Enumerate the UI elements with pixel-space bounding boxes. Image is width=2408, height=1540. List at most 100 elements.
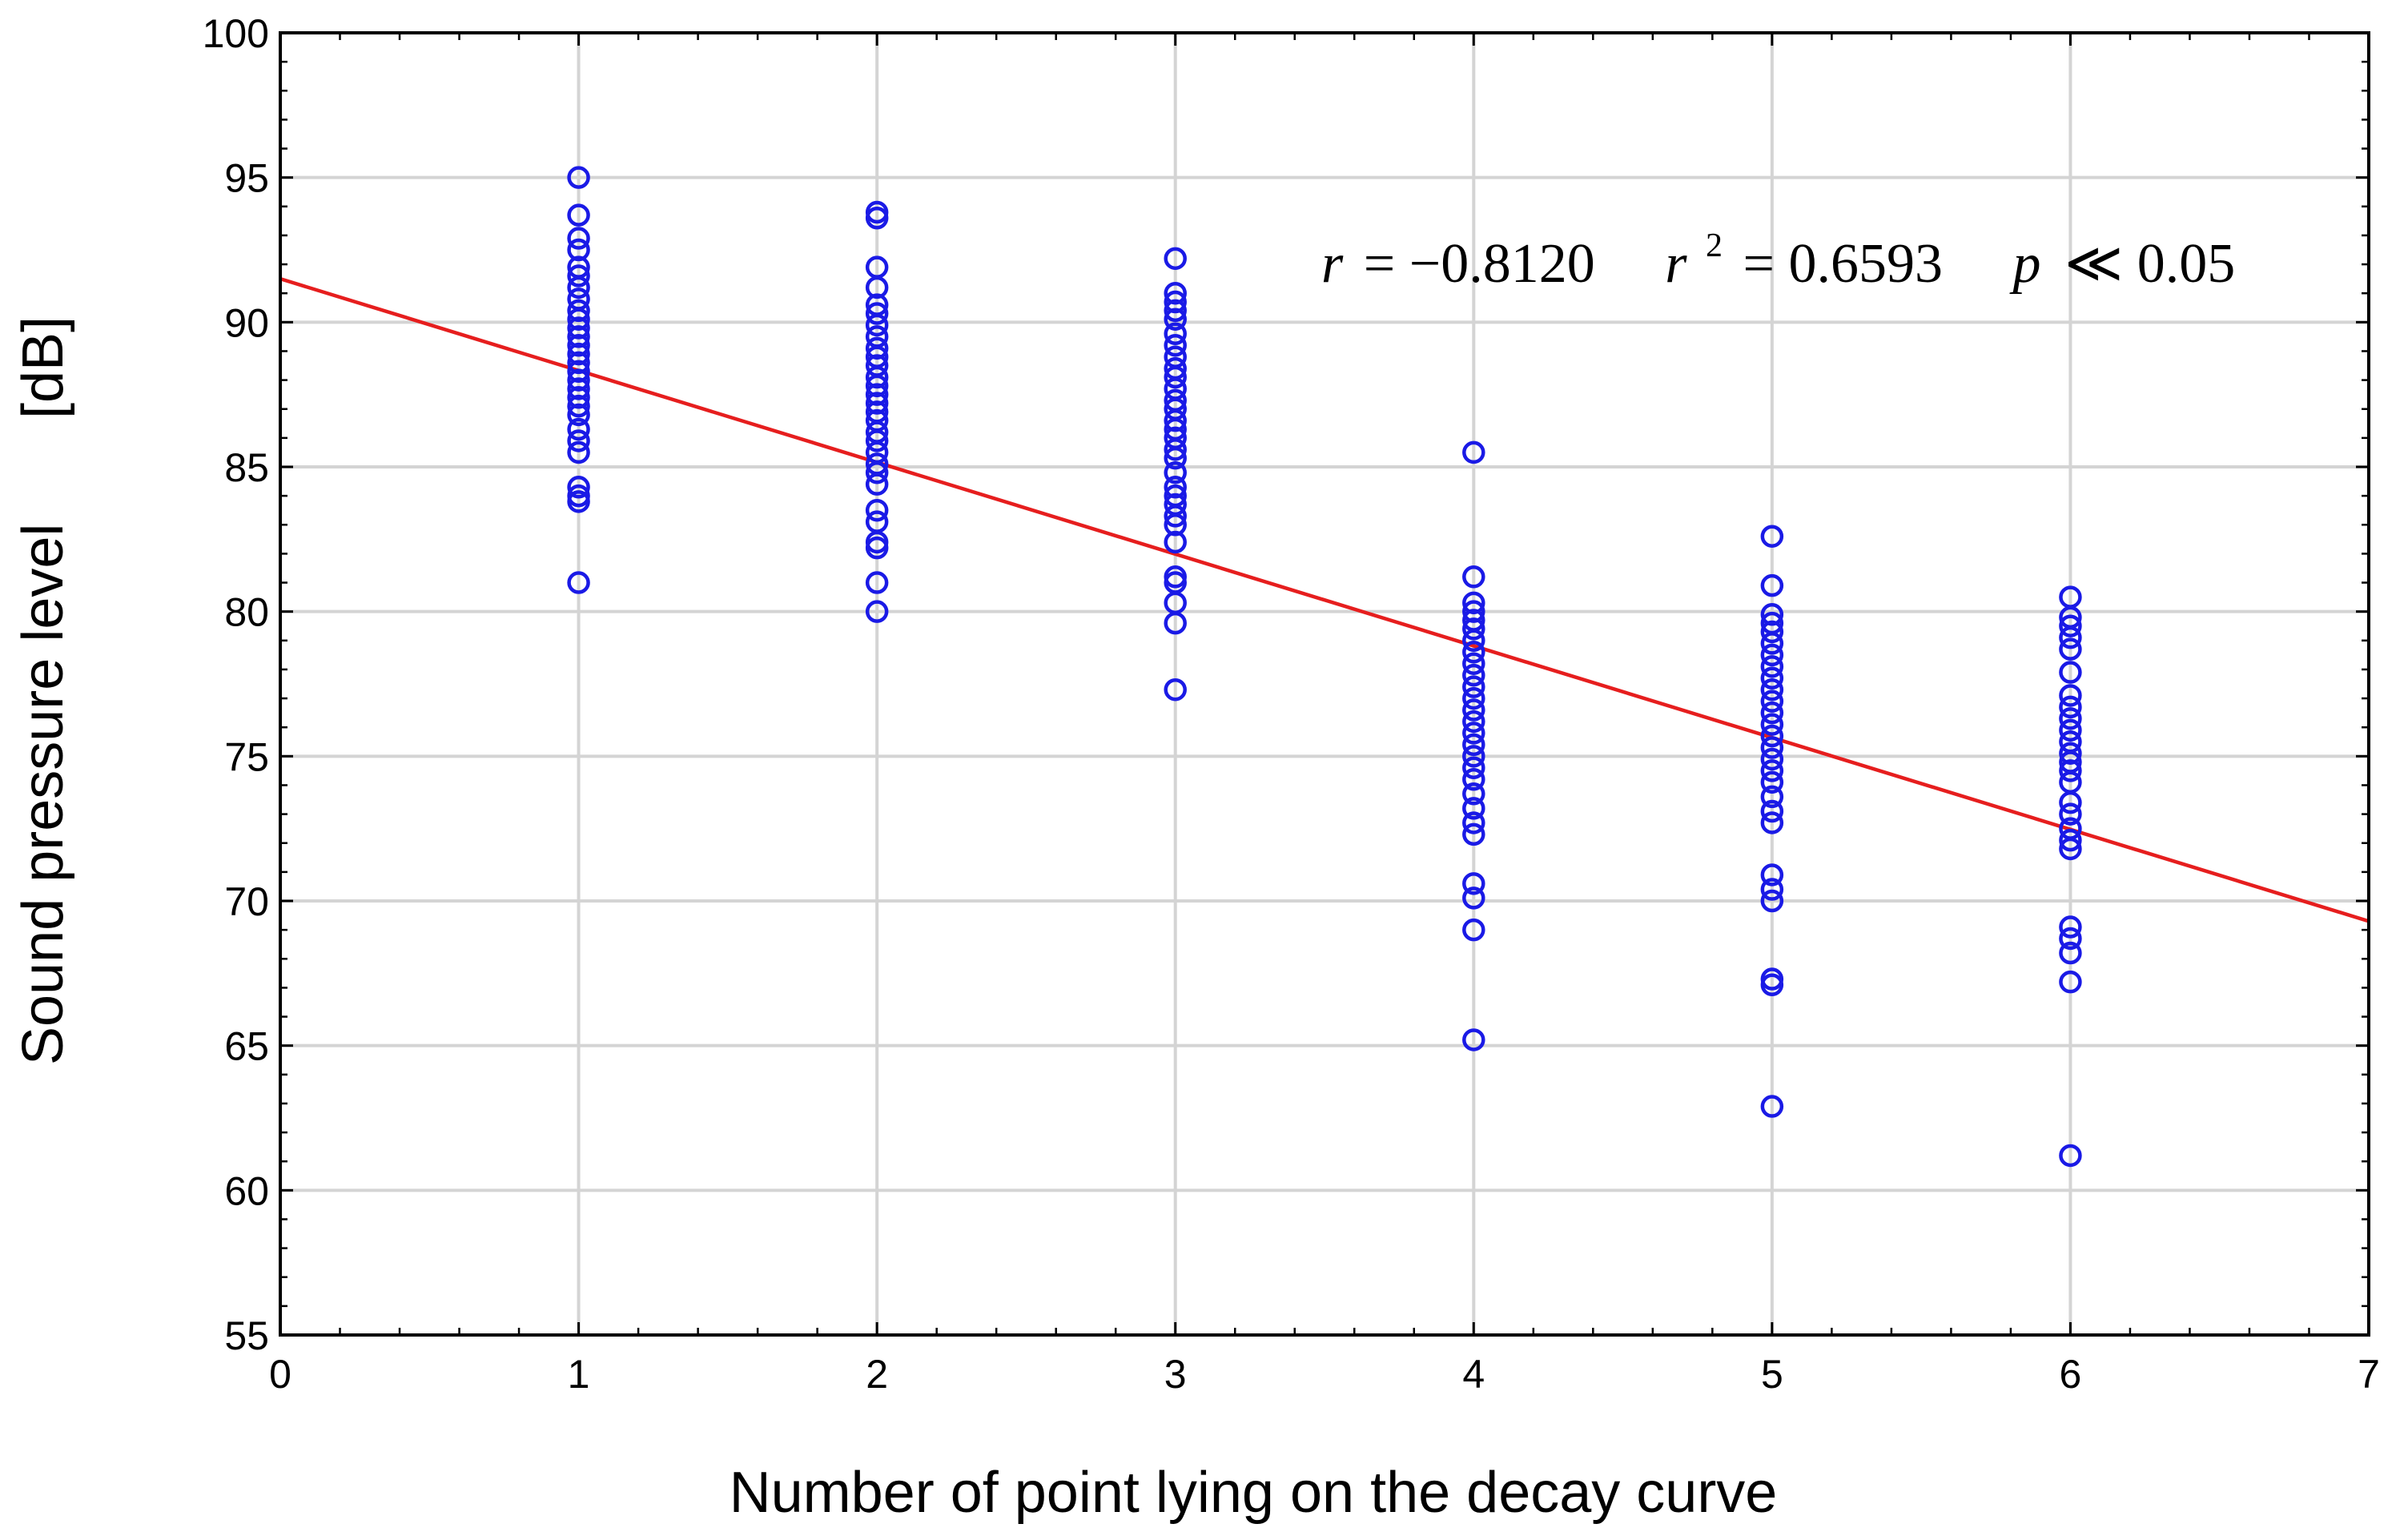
data-point (1760, 973, 1784, 997)
data-point (1164, 438, 1187, 461)
data-point (1462, 641, 1485, 664)
data-point (865, 460, 889, 485)
data-point (1760, 713, 1784, 736)
y-tick-label: 80 (224, 590, 269, 635)
data-point (1760, 620, 1784, 644)
data-point (567, 351, 590, 375)
fit-line-group (279, 276, 2370, 923)
data-point (865, 275, 889, 300)
data-points (567, 166, 2082, 1168)
data-point (1164, 446, 1187, 470)
data-point (1164, 247, 1187, 271)
minor-ticks (279, 31, 2370, 1337)
data-point (1760, 736, 1784, 759)
data-point (1164, 513, 1187, 537)
data-point (1760, 701, 1784, 725)
data-point (865, 365, 889, 389)
data-point (567, 394, 590, 418)
data-point (1164, 299, 1187, 323)
data-point (567, 264, 590, 287)
y-axis-unit: [dB] (11, 316, 75, 419)
data-point (567, 227, 590, 250)
y-tick-label: 100 (203, 11, 269, 56)
y-tick-label: 75 (224, 734, 269, 779)
data-point (865, 392, 889, 415)
data-point (1462, 756, 1485, 780)
data-point (567, 368, 590, 392)
data-point (1462, 652, 1485, 675)
y-tick-label: 60 (224, 1168, 269, 1213)
data-point (2059, 790, 2082, 814)
data-point (2059, 742, 2082, 765)
data-point (2059, 684, 2082, 707)
data-point (567, 429, 590, 452)
data-point (1462, 1028, 1485, 1051)
y-tick-label: 90 (224, 300, 269, 345)
data-point (1462, 440, 1485, 464)
data-point (2059, 837, 2082, 861)
p-symbol: p (2008, 233, 2040, 295)
data-point (1164, 678, 1187, 702)
data-point (1164, 460, 1187, 485)
data-point (865, 600, 889, 623)
data-point (1462, 686, 1485, 710)
data-point (567, 333, 590, 357)
data-point (567, 325, 590, 348)
data-point (865, 374, 889, 398)
data-point (1164, 530, 1187, 554)
data-point (1462, 782, 1485, 806)
data-point (1760, 1095, 1784, 1118)
data-point (567, 490, 590, 513)
data-point (567, 386, 590, 409)
data-point (1462, 822, 1485, 846)
data-point (1760, 889, 1784, 913)
data-point (1462, 811, 1485, 834)
regression-line (279, 276, 2370, 923)
r2-exponent: 2 (1706, 227, 1723, 264)
data-point (1760, 785, 1784, 809)
data-point (1760, 655, 1784, 678)
y-tick-label: 85 (224, 445, 269, 490)
data-point (567, 417, 590, 441)
data-point (567, 299, 590, 323)
y-tick-label: 95 (224, 156, 269, 201)
data-point (865, 429, 889, 452)
data-point (1760, 811, 1784, 834)
data-point (2059, 802, 2082, 826)
data-point (1164, 281, 1187, 305)
data-point (2059, 695, 2082, 719)
data-point (1164, 505, 1187, 528)
x-tick-label: 4 (1462, 1352, 1485, 1397)
data-point (2059, 661, 2082, 684)
data-point (1164, 365, 1187, 389)
data-point (1164, 322, 1187, 346)
data-point (1760, 678, 1784, 702)
data-point (1760, 525, 1784, 548)
data-point (1164, 611, 1187, 635)
data-point (1164, 308, 1187, 331)
data-point (1164, 408, 1187, 432)
data-point (2059, 614, 2082, 637)
x-tick-labels: 0 1 2 3 4 5 6 7 (269, 1352, 2380, 1397)
data-point (2059, 941, 2082, 965)
data-point (865, 472, 889, 496)
data-point (2059, 707, 2082, 730)
x-tick-label: 5 (1761, 1352, 1783, 1397)
y-axis-title: Sound pressure level (11, 524, 75, 1065)
data-point (1760, 573, 1784, 597)
data-point (2059, 915, 2082, 939)
data-point (1760, 632, 1784, 655)
data-point (567, 275, 590, 300)
data-point (1462, 872, 1485, 895)
data-point (1462, 797, 1485, 820)
data-point (1760, 603, 1784, 626)
r-value: = −0.8120 (1364, 233, 1595, 295)
plot-frame (279, 31, 2370, 1337)
data-point (567, 440, 590, 464)
r-symbol: r (1321, 233, 1344, 295)
data-point (2059, 637, 2082, 661)
data-point (865, 571, 889, 594)
data-point (1462, 629, 1485, 653)
data-point (567, 316, 590, 340)
